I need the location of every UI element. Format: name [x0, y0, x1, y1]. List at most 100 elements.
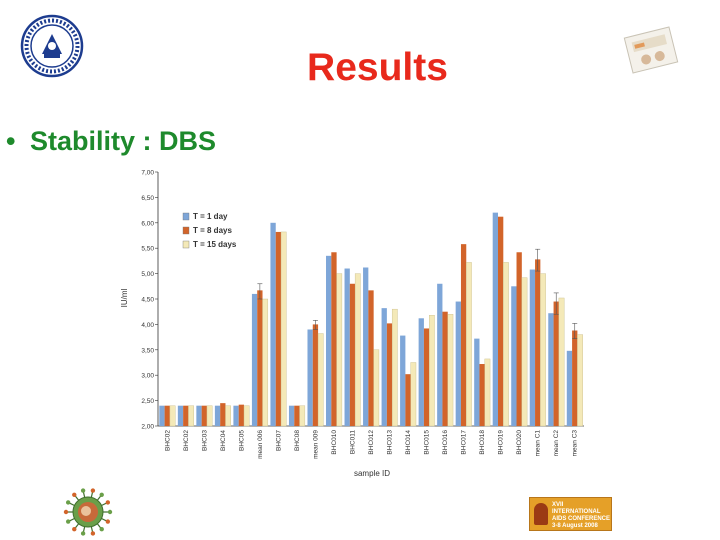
- legend-label: T = 8 days: [193, 226, 232, 235]
- bar-3-4: [243, 405, 250, 427]
- bar-1-9: [326, 255, 332, 426]
- bar-2-0: [164, 405, 170, 426]
- bar-3-15: [447, 314, 454, 427]
- badge-line-3: 3-8 August 2008 Mexico City: [552, 523, 598, 529]
- bar-3-18: [503, 262, 509, 427]
- university-seal-logo: [20, 14, 84, 78]
- legend-swatch: [182, 226, 190, 235]
- bullet-text: Stability : DBS: [30, 126, 217, 156]
- x-tick-label: mean 009: [312, 430, 319, 459]
- x-tick-label: mean C3: [572, 430, 579, 457]
- aids-conference-logo: XVII INTERNATIONAL AIDS CONFERENCE 3-8 A…: [529, 497, 612, 531]
- legend-label: T = 1 day: [193, 212, 228, 221]
- bar-2-13: [405, 374, 411, 426]
- y-tick-label: 6,50: [141, 195, 154, 202]
- x-tick-label: BHC015: [424, 430, 431, 455]
- y-tick-label: 5,50: [141, 246, 154, 253]
- bar-2-7: [294, 405, 300, 426]
- y-tick-label: 3,00: [141, 373, 154, 380]
- bar-3-13: [410, 362, 417, 427]
- y-tick-label: 4,50: [141, 297, 154, 304]
- y-tick-label: 2,50: [141, 398, 154, 405]
- bar-1-19: [511, 286, 517, 426]
- bar-3-6: [280, 231, 287, 427]
- bar-2-17: [479, 364, 485, 426]
- error-bar-1: [312, 320, 318, 330]
- bar-2-16: [460, 244, 467, 426]
- y-tick-label: 7,00: [141, 170, 154, 177]
- bar-1-12: [381, 308, 387, 426]
- bar-1-1: [177, 405, 184, 426]
- bar-3-10: [354, 273, 361, 427]
- legend-swatch: [182, 240, 190, 249]
- badge-line-2: AIDS CONFERENCE: [552, 516, 611, 522]
- bar-1-3: [214, 405, 221, 426]
- dbs-card-photo: [623, 26, 679, 74]
- bar-2-15: [442, 311, 448, 426]
- bar-1-10: [344, 268, 350, 426]
- bar-2-11: [368, 290, 374, 426]
- x-tick-label: BHC08: [294, 430, 301, 451]
- x-tick-label: mean 006: [257, 430, 264, 459]
- bar-1-6: [270, 222, 276, 426]
- error-bar-3: [553, 292, 559, 315]
- x-tick-label: BHC016: [442, 430, 449, 455]
- bar-1-7: [288, 405, 295, 426]
- x-tick-label: BHC018: [479, 430, 486, 455]
- x-tick-label: BHC020: [516, 430, 523, 455]
- error-bar-4: [572, 323, 578, 339]
- x-tick-label: BHC013: [387, 430, 394, 455]
- bar-2-3: [220, 403, 226, 426]
- bar-1-8: [307, 329, 313, 426]
- legend-label: T = 15 days: [193, 240, 237, 249]
- bar-3-7: [299, 405, 306, 427]
- bar-3-12: [391, 308, 398, 427]
- bar-2-10: [349, 283, 356, 426]
- legend-swatch: [182, 212, 190, 221]
- bar-2-18: [498, 216, 504, 426]
- bar-2-12: [386, 323, 393, 426]
- y-axis-label: IU/ml: [120, 288, 129, 307]
- bar-3-0: [169, 405, 176, 427]
- bar-1-22: [566, 350, 573, 426]
- x-tick-label: BHC04: [220, 430, 227, 451]
- bar-1-13: [400, 335, 406, 426]
- y-tick-label: 2,00: [141, 424, 154, 431]
- conference-mark-icon: [534, 503, 548, 525]
- bar-3-9: [336, 273, 343, 427]
- slide-title: Results: [307, 46, 448, 89]
- bar-2-1: [183, 405, 189, 426]
- bar-1-15: [437, 283, 443, 426]
- bar-3-16: [466, 262, 472, 427]
- bar-2-22: [572, 330, 578, 426]
- y-tick-label: 6,00: [141, 220, 154, 227]
- bar-3-21: [558, 297, 565, 427]
- x-tick-label: BHC02: [183, 430, 190, 451]
- x-axis-label: sample ID: [354, 469, 390, 478]
- bar-3-19: [521, 277, 528, 427]
- y-tick-label: 5,00: [141, 271, 154, 278]
- bar-1-20: [529, 269, 536, 426]
- bar-1-16: [455, 301, 461, 426]
- bar-1-0: [159, 405, 165, 426]
- chart-legend: T = 1 day T = 8 days T = 15 days: [182, 212, 237, 249]
- x-tick-label: mean C2: [553, 430, 560, 457]
- bar-3-2: [206, 405, 213, 427]
- bar-1-21: [548, 313, 554, 426]
- bar-2-2: [201, 405, 207, 426]
- error-bar-2: [535, 248, 541, 272]
- x-tick-label: BHC07: [275, 430, 282, 451]
- x-tick-label: BHC017: [461, 430, 468, 455]
- x-tick-label: BHC010: [331, 430, 338, 455]
- bullet-symbol: •: [6, 126, 16, 156]
- badge-line-1: XVII INTERNATIONAL: [552, 502, 601, 515]
- bar-1-2: [196, 405, 202, 426]
- bar-1-14: [418, 318, 424, 426]
- bar-2-19: [516, 252, 522, 426]
- bar-1-5: [251, 293, 258, 426]
- bar-1-18: [492, 212, 498, 426]
- virus-logo: [63, 488, 113, 536]
- bar-3-5: [262, 298, 269, 427]
- bar-2-20: [535, 259, 541, 426]
- y-tick-label: 3,50: [141, 347, 154, 354]
